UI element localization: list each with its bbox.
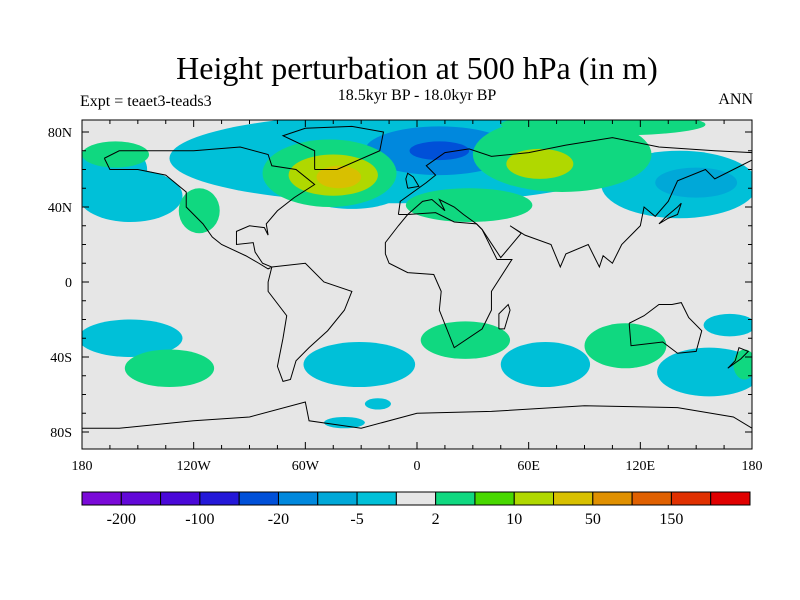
coastline-africa — [384, 212, 513, 349]
coastline-eurasia — [397, 137, 752, 269]
colorbar-label: -5 — [350, 511, 363, 528]
anomaly-region — [405, 188, 533, 222]
colorbar-label: 150 — [659, 511, 683, 528]
colorbar-box — [277, 491, 319, 506]
coastline-north-america — [103, 146, 316, 270]
colorbar-label: -100 — [185, 511, 214, 528]
x-tick-label: 120W — [177, 459, 212, 474]
coastline-south-america — [267, 262, 353, 382]
x-tick-label: 60W — [292, 459, 320, 474]
coastline-australia — [628, 302, 703, 354]
y-tick-label: 0 — [65, 276, 72, 291]
x-tick-label: 180 — [742, 459, 763, 474]
chart-subtitle: 18.5kyr BP - 18.0kyr BP — [337, 87, 497, 104]
anomaly-region — [409, 141, 470, 161]
coastline-madagascar — [498, 303, 511, 330]
anomaly-region — [584, 323, 667, 369]
coastline-japan — [658, 202, 682, 225]
colorbar-box — [81, 491, 122, 506]
y-tick-label: 80N — [48, 126, 72, 141]
colorbar-box — [395, 491, 437, 506]
y-tick-label: 80S — [50, 426, 72, 441]
anomaly-region — [316, 165, 362, 189]
anomaly-region — [178, 188, 220, 234]
experiment-label: Expt = teaet3-teads3 — [80, 93, 212, 110]
colorbar-label: 10 — [506, 511, 522, 528]
season-label: ANN — [718, 91, 753, 108]
y-tick-label: 40N — [48, 201, 72, 216]
anomaly-region — [82, 319, 183, 357]
y-tick-label: 40S — [50, 351, 72, 366]
colorbar-box — [710, 491, 751, 506]
coastline-new-zealand — [727, 346, 750, 369]
colorbar-box — [435, 491, 476, 506]
x-tick-label: 60E — [517, 459, 540, 474]
colorbar-box — [356, 491, 397, 506]
anomaly-region — [506, 148, 574, 179]
anomaly-region — [303, 342, 416, 387]
colorbar-box — [474, 491, 515, 506]
anomaly-region — [124, 349, 215, 387]
colorbar-label: 2 — [432, 511, 440, 528]
colorbar-box — [513, 491, 555, 506]
colorbar-box — [317, 491, 358, 506]
anomaly-region — [500, 120, 706, 136]
colorbar-box — [238, 491, 279, 506]
colorbar-label: -20 — [268, 511, 289, 528]
colorbar-box — [631, 491, 672, 506]
colorbar-box — [553, 491, 594, 506]
x-tick-label: 0 — [414, 459, 421, 474]
anomaly-region — [323, 417, 365, 429]
colorbar-box — [592, 491, 633, 506]
anomaly-region — [500, 342, 591, 387]
anomaly-region — [657, 347, 752, 397]
chart-title: Height perturbation at 500 hPa (in m) — [176, 50, 658, 86]
coastline-british-isles — [405, 172, 420, 189]
colorbar-label: -200 — [107, 511, 136, 528]
colorbar-box — [120, 491, 162, 506]
colorbar-label: 50 — [585, 511, 601, 528]
anomaly-region — [703, 313, 752, 337]
coastline-antarctica — [82, 401, 752, 429]
anomaly-region — [82, 141, 149, 168]
colorbar-box — [160, 491, 201, 506]
coastline-greenland — [281, 125, 385, 170]
colorbar-box — [199, 491, 240, 506]
colorbar-box — [670, 491, 712, 506]
x-tick-label: 120E — [626, 459, 656, 474]
x-tick-label: 180 — [72, 459, 93, 474]
anomaly-region — [655, 167, 738, 198]
anomaly-layer — [82, 120, 752, 429]
anomaly-region — [364, 398, 391, 410]
